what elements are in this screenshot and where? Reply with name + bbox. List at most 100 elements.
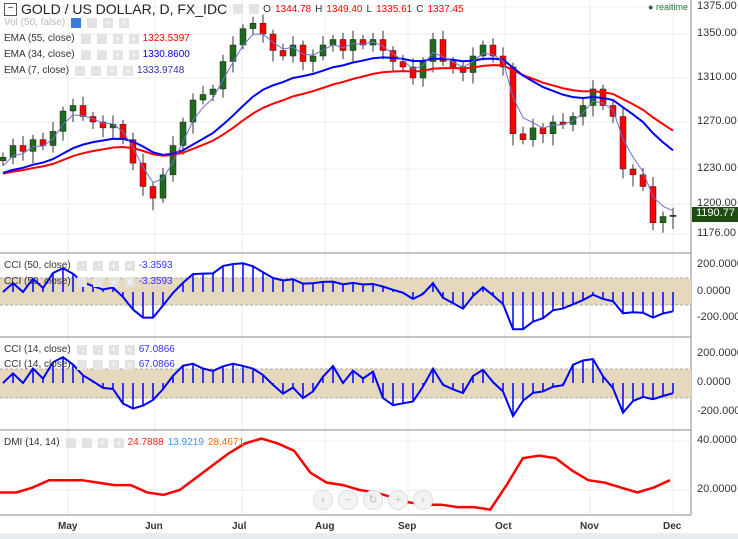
close-icon[interactable]: × [128, 33, 139, 44]
cci-tick: -200.0000 [697, 311, 738, 323]
close-label: C [416, 3, 424, 15]
cci-line [2, 262, 674, 331]
month-label: Sep [398, 521, 417, 532]
cci-tick: 0.0000 [697, 285, 731, 297]
bottom-toolbar [0, 533, 738, 539]
month-label: Oct [495, 521, 512, 532]
plus-icon[interactable]: + [108, 260, 119, 271]
candle [329, 39, 337, 46]
close-icon[interactable]: × [124, 260, 135, 271]
close-icon[interactable]: × [113, 437, 124, 448]
zoom-in-button[interactable]: + [388, 490, 408, 510]
high-value: 1349.40 [326, 3, 363, 15]
gear-icon[interactable] [92, 260, 103, 271]
candle [199, 94, 207, 101]
status-dot-icon: ● [648, 2, 654, 12]
plus-icon[interactable]: + [108, 359, 119, 370]
close-icon[interactable]: × [128, 49, 139, 60]
gear-icon[interactable] [92, 344, 103, 355]
ema7-label: EMA (7, close) [4, 65, 70, 76]
eye-icon[interactable] [76, 276, 87, 287]
candle [279, 50, 287, 57]
candle [9, 145, 17, 158]
eye-icon[interactable] [80, 33, 91, 44]
eye-icon[interactable] [71, 17, 82, 28]
close-icon[interactable]: × [124, 344, 135, 355]
cci14-label: CCI (14, close) [4, 344, 71, 355]
month-label: Dec [663, 521, 682, 532]
eye-icon[interactable] [80, 49, 91, 60]
candle [69, 105, 77, 112]
close-icon[interactable]: × [123, 65, 134, 76]
vol-label: Vol (50, false) [4, 17, 66, 28]
legend-dmi[interactable]: DMI (14, 14) + × 24.7888 13.9219 28.4671 [4, 437, 244, 448]
month-label: Jun [145, 521, 163, 532]
legend-vol[interactable]: Vol (50, false) + × [4, 17, 130, 28]
eye-icon[interactable] [76, 260, 87, 271]
candle [0, 157, 7, 162]
collapse-icon[interactable]: − [4, 2, 17, 16]
legend-ema7[interactable]: EMA (7, close) + × 1333.9748 [4, 65, 184, 76]
scroll-left-button[interactable]: ‹ [313, 490, 333, 510]
price-tick: 1200.00 [697, 197, 737, 209]
eye-icon[interactable] [75, 65, 86, 76]
plus-icon[interactable]: + [112, 49, 123, 60]
legend-cci14-2[interactable]: CCI (14, close) + × 67.0866 [4, 359, 175, 370]
plus-icon[interactable]: + [108, 276, 119, 287]
eye-icon[interactable] [233, 4, 244, 14]
candle [639, 174, 647, 187]
candle [659, 216, 667, 223]
gear-icon[interactable] [249, 4, 260, 14]
legend-cci14[interactable]: CCI (14, close) + × 67.0866 [4, 344, 175, 355]
legend-ema34[interactable]: EMA (34, close) + × 1330.8600 [4, 49, 190, 60]
candle [259, 22, 267, 35]
close-icon[interactable]: × [124, 359, 135, 370]
price-tick: 1176.00 [697, 227, 736, 239]
plus-icon[interactable]: + [107, 65, 118, 76]
candle [529, 127, 537, 140]
gear-icon[interactable] [91, 65, 102, 76]
plus-icon[interactable]: + [112, 33, 123, 44]
legend-cci50-2[interactable]: CCI (50, close) + × -3.3593 [4, 276, 173, 287]
gear-icon[interactable] [92, 359, 103, 370]
candle [179, 121, 187, 146]
plus-icon[interactable]: + [97, 437, 108, 448]
eye-icon[interactable] [76, 344, 87, 355]
plus-icon[interactable]: + [108, 344, 119, 355]
low-value: 1335.61 [376, 3, 413, 15]
candle [99, 121, 107, 129]
candle [289, 44, 297, 57]
price-tick: 1230.00 [697, 162, 737, 174]
reset-button[interactable]: ↻ [363, 490, 383, 510]
gear-icon[interactable] [96, 49, 107, 60]
ema7-value: 1333.9748 [137, 65, 185, 76]
plus-icon[interactable]: + [103, 17, 114, 28]
gear-icon[interactable] [92, 276, 103, 287]
ema34-line [2, 56, 674, 174]
dmi-minus-value: 28.4671 [207, 437, 245, 448]
scroll-right-button[interactable]: › [413, 490, 433, 510]
legend-ema55[interactable]: EMA (55, close) + × 1323.5397 [4, 33, 190, 44]
gear-icon[interactable] [87, 17, 98, 28]
price-tick: 1310.00 [697, 71, 737, 83]
candle [439, 39, 447, 62]
cci50-label: CCI (50, close) [4, 260, 71, 271]
candle [489, 44, 497, 57]
cci-tick: 200.0000 [697, 347, 738, 359]
gear-icon[interactable] [81, 437, 92, 448]
eye-icon[interactable] [65, 437, 76, 448]
gear-icon[interactable] [96, 33, 107, 44]
candle [629, 168, 637, 176]
ema7-line [2, 33, 674, 212]
realtime-indicator: ● realtime [648, 2, 688, 12]
candle [299, 44, 307, 62]
ema55-label: EMA (55, close) [4, 33, 75, 44]
price-tick: 1350.00 [697, 27, 737, 39]
close-icon[interactable]: × [119, 17, 130, 28]
close-icon[interactable]: × [124, 276, 135, 287]
eye-icon[interactable] [76, 359, 87, 370]
low-label: L [366, 3, 373, 15]
candle [519, 133, 527, 140]
zoom-out-button[interactable]: − [338, 490, 358, 510]
legend-cci50[interactable]: CCI (50, close) + × -3.3593 [4, 260, 173, 271]
